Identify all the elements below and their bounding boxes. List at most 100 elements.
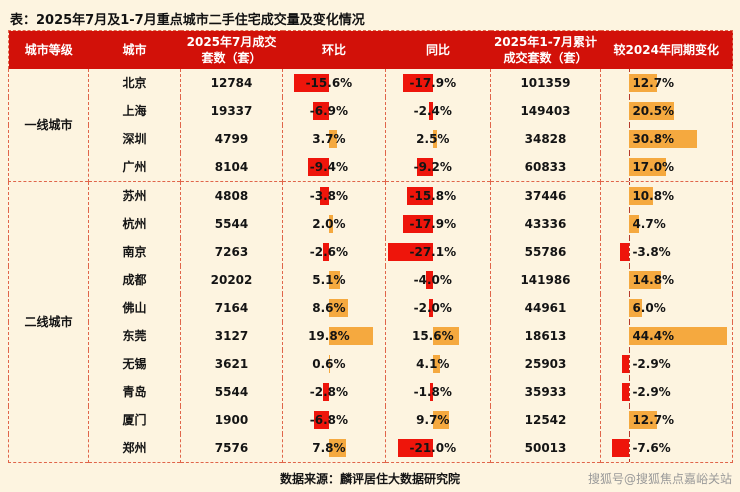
yoy-bar (403, 214, 433, 233)
chg-value: -3.8% (632, 244, 671, 259)
mom-bar (328, 298, 349, 317)
yoy-bar-container: 4.1% (386, 350, 490, 378)
chg-value: 44.4% (632, 328, 675, 343)
yoy-cell: -21.0% (385, 433, 491, 462)
yoy-bar (432, 326, 459, 345)
col-header-city-tier: 城市等级 (8, 30, 89, 69)
mom-cell: -6.9% (282, 96, 386, 125)
mom-bar-container: 7.8% (283, 434, 385, 462)
city-cell: 苏州 (88, 180, 181, 210)
mom-value: 7.8% (312, 440, 346, 455)
mom-bar (328, 129, 338, 148)
chg-bar-container: 20.5% (601, 96, 732, 125)
yoy-value: -4.0% (413, 272, 452, 287)
yoy-bar-container: -4.0% (386, 266, 490, 294)
yoy-value: -27.1% (409, 244, 457, 259)
mom-value: 2.0% (312, 216, 346, 231)
yoy-cell: 9.7% (385, 405, 491, 434)
yoy-value: 15.6% (411, 328, 454, 343)
mom-cell: 3.7% (282, 124, 386, 153)
mom-value: -6.8% (309, 412, 349, 427)
mom-bar-container: -3.8% (283, 182, 385, 210)
chg-bar-container: 12.7% (601, 405, 732, 434)
mom-bar (328, 438, 347, 457)
mom-bar-container: 2.0% (283, 210, 385, 238)
yoy-bar (387, 242, 433, 261)
table-row: 青岛 5544 -2.8% -1.8% 35933 -2.9% (9, 377, 733, 406)
city-cell: 杭州 (88, 209, 181, 238)
yoy-bar (417, 157, 433, 176)
jul-sales-cell: 7164 (180, 293, 283, 322)
mom-bar-container: -2.8% (283, 378, 385, 406)
yoy-value: -9.2% (413, 159, 452, 174)
jul-sales-cell: 5544 (180, 209, 283, 238)
mom-bar-container: -9.4% (283, 153, 385, 181)
chg-bar-container: 12.7% (601, 68, 732, 97)
col-header-city: 城市 (88, 30, 181, 69)
mom-bar-container: 8.6% (283, 294, 385, 322)
chg-value: 6.0% (632, 300, 666, 315)
yoy-bar-container: -9.2% (386, 153, 490, 181)
jul-sales-cell: 3621 (180, 349, 283, 378)
table-row: 无锡 3621 0.6% 4.1% 25903 -2.9% (9, 349, 733, 378)
table-row: 广州 8104 -9.4% -9.2% 60833 17.0% (9, 152, 733, 181)
jul-sales-cell: 4799 (180, 124, 283, 153)
yoy-value: -21.0% (409, 440, 457, 455)
cum-sales-cell: 12542 (490, 405, 601, 434)
chg-value: 4.7% (632, 216, 666, 231)
yoy-value: -1.8% (413, 384, 452, 399)
jul-sales-cell: 5544 (180, 377, 283, 406)
chg-cell: 12.7% (601, 68, 733, 97)
chg-cell: -2.9% (601, 377, 733, 406)
city-cell: 深圳 (88, 124, 181, 153)
chg-bar (622, 382, 629, 401)
table-row: 郑州 7576 7.8% -21.0% 50013 -7.6% (9, 433, 733, 462)
table-row: 上海 19337 -6.9% -2.4% 149403 20.5% (9, 96, 733, 125)
jul-sales-cell: 12784 (180, 68, 283, 97)
col-header-mom: 环比 (282, 30, 386, 69)
yoy-bar (432, 354, 440, 373)
cum-sales-cell: 101359 (490, 68, 601, 97)
chg-value: 10.8% (632, 188, 675, 203)
yoy-bar-container: 15.6% (386, 322, 490, 350)
yoy-bar-container: 9.7% (386, 406, 490, 434)
chg-bar-container: -7.6% (601, 433, 732, 462)
mom-value: 0.6% (312, 356, 346, 371)
jul-sales-cell: 1900 (180, 405, 283, 434)
yoy-cell: 2.5% (385, 124, 491, 153)
table-row: 厦门 1900 -6.8% 9.7% 12542 12.7% (9, 405, 733, 434)
chg-value: 14.8% (632, 272, 675, 287)
mom-bar (328, 326, 374, 345)
mom-cell: -2.6% (282, 237, 386, 266)
yoy-cell: -27.1% (385, 237, 491, 266)
watermark: 搜狐号@搜狐焦点嘉峪关站 (587, 471, 732, 486)
chg-bar (628, 298, 642, 317)
chg-bar (620, 242, 629, 261)
mom-bar (328, 270, 341, 289)
col-header-vs-2024: 较2024年同期变化 (600, 30, 733, 69)
mom-cell: -15.6% (282, 68, 386, 97)
chg-cell: 20.5% (601, 96, 733, 125)
mom-bar (322, 382, 329, 401)
yoy-bar (429, 382, 433, 401)
mom-cell: 5.1% (282, 265, 386, 294)
mom-cell: 8.6% (282, 293, 386, 322)
mom-bar-container: 3.7% (283, 125, 385, 153)
city-cell: 东莞 (88, 321, 181, 350)
chg-bar (622, 354, 629, 373)
yoy-bar (403, 73, 433, 92)
city-cell: 无锡 (88, 349, 181, 378)
city-cell: 佛山 (88, 293, 181, 322)
chg-cell: -2.9% (601, 349, 733, 378)
yoy-bar (432, 410, 449, 429)
chg-bar-container: -3.8% (601, 237, 732, 266)
cum-sales-cell: 55786 (490, 237, 601, 266)
mom-bar-container: 0.6% (283, 350, 385, 378)
yoy-value: 4.1% (416, 356, 450, 371)
cum-sales-cell: 18613 (490, 321, 601, 350)
chg-value: 17.0% (632, 159, 675, 174)
chg-bar-container: 6.0% (601, 293, 732, 322)
yoy-bar (429, 298, 433, 317)
chg-cell: 12.7% (601, 405, 733, 434)
mom-bar (313, 410, 329, 429)
